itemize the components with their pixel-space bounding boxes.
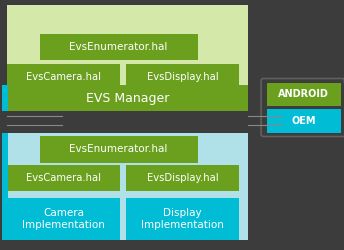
FancyBboxPatch shape: [267, 109, 341, 132]
Text: EvsDisplay.hal: EvsDisplay.hal: [147, 173, 218, 183]
FancyBboxPatch shape: [7, 85, 248, 111]
Text: OEM: OEM: [291, 116, 316, 126]
FancyBboxPatch shape: [7, 198, 120, 240]
FancyBboxPatch shape: [7, 5, 248, 111]
FancyBboxPatch shape: [7, 132, 248, 240]
Text: EVS Manager: EVS Manager: [86, 92, 169, 104]
Text: ANDROID: ANDROID: [278, 90, 329, 100]
FancyBboxPatch shape: [7, 165, 120, 191]
Text: EvsEnumerator.hal: EvsEnumerator.hal: [69, 42, 168, 52]
FancyBboxPatch shape: [126, 198, 239, 240]
Text: Display
Implementation: Display Implementation: [141, 208, 224, 230]
FancyBboxPatch shape: [126, 165, 239, 191]
Text: Camera
Implementation: Camera Implementation: [22, 208, 105, 230]
Text: EvsDisplay.hal: EvsDisplay.hal: [147, 72, 218, 82]
FancyBboxPatch shape: [40, 34, 198, 60]
FancyBboxPatch shape: [126, 64, 239, 90]
FancyBboxPatch shape: [2, 85, 8, 111]
Text: EvsCamera.hal: EvsCamera.hal: [26, 72, 101, 82]
FancyBboxPatch shape: [7, 64, 120, 90]
FancyBboxPatch shape: [267, 82, 341, 106]
FancyBboxPatch shape: [40, 136, 198, 162]
Text: EvsEnumerator.hal: EvsEnumerator.hal: [69, 144, 168, 154]
Text: EvsCamera.hal: EvsCamera.hal: [26, 173, 101, 183]
FancyBboxPatch shape: [2, 132, 8, 240]
